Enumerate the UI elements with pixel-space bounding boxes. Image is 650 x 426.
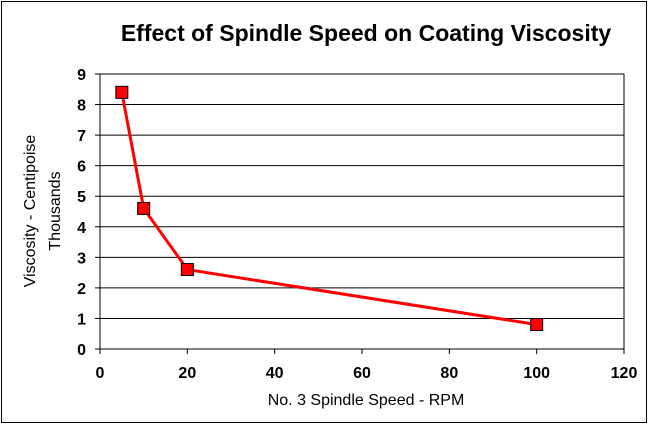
x-tick-label: 40: [266, 365, 284, 382]
series-group: [115, 85, 544, 332]
x-tick-label: 120: [611, 365, 638, 382]
y-tick-label: 6: [77, 159, 86, 176]
data-point: [137, 201, 151, 215]
y-tick-label: 0: [77, 342, 86, 359]
gridlines: [100, 104, 624, 319]
y-axis-label-units: Thousands: [47, 171, 64, 250]
x-tick-label: 100: [523, 365, 550, 382]
y-tick-label: 9: [77, 67, 86, 84]
y-tick-label: 4: [77, 220, 86, 237]
x-tick-label: 20: [178, 365, 196, 382]
data-point: [530, 318, 544, 332]
y-axis-label: Viscosity - Centipoise: [22, 135, 39, 288]
y-tick-label: 1: [77, 311, 86, 328]
y-tick-label: 3: [77, 250, 86, 267]
x-axis-label: No. 3 Spindle Speed - RPM: [268, 392, 465, 409]
x-tick-label: 60: [353, 365, 371, 382]
x-axis-ticks: 0 20 40 60 80 100 120: [96, 349, 638, 382]
x-tick-label: 0: [96, 365, 105, 382]
y-axis-ticks: 0 1 2 3 4 5 6 7 8 9: [77, 67, 100, 359]
y-tick-label: 2: [77, 281, 86, 298]
chart-title: Effect of Spindle Speed on Coating Visco…: [121, 20, 612, 46]
y-tick-label: 7: [77, 128, 86, 145]
data-point: [180, 263, 194, 277]
series-line: [120, 92, 537, 327]
data-point: [115, 85, 129, 99]
y-tick-label: 5: [77, 189, 86, 206]
plot-area: [99, 73, 625, 350]
x-tick-label: 80: [440, 365, 458, 382]
y-tick-label: 8: [77, 98, 86, 115]
